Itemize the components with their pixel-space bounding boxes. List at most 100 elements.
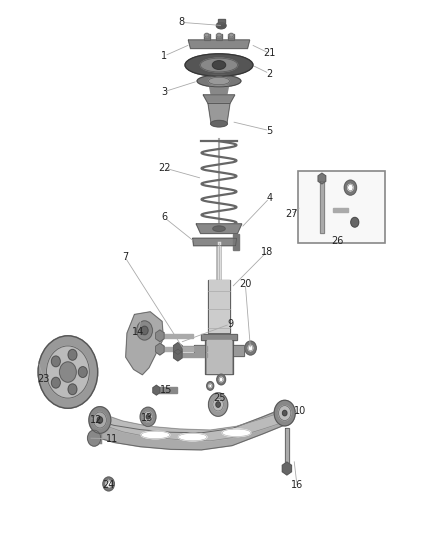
Text: 1: 1 (161, 51, 167, 61)
Polygon shape (318, 173, 326, 184)
Ellipse shape (185, 54, 253, 76)
Circle shape (283, 410, 287, 416)
Circle shape (88, 430, 101, 446)
Ellipse shape (229, 33, 233, 37)
Circle shape (216, 402, 220, 407)
Circle shape (51, 356, 60, 367)
Circle shape (97, 417, 102, 423)
Circle shape (144, 411, 152, 422)
Circle shape (146, 415, 150, 419)
Bar (216, 34, 222, 40)
Ellipse shape (200, 58, 237, 72)
Ellipse shape (212, 61, 226, 69)
Circle shape (219, 377, 223, 382)
Circle shape (207, 382, 214, 390)
Text: 14: 14 (132, 327, 144, 336)
Text: 15: 15 (160, 385, 173, 395)
Bar (218, 19, 225, 23)
Circle shape (68, 350, 77, 360)
Circle shape (68, 384, 77, 394)
Circle shape (51, 377, 60, 388)
Text: 18: 18 (261, 247, 273, 256)
Text: 27: 27 (285, 209, 297, 219)
Text: 4: 4 (266, 193, 272, 203)
Circle shape (351, 217, 359, 227)
Text: 23: 23 (38, 375, 50, 384)
Polygon shape (153, 385, 160, 395)
Circle shape (279, 406, 291, 421)
Polygon shape (126, 312, 163, 375)
Circle shape (213, 398, 223, 411)
Polygon shape (194, 345, 205, 356)
Bar (204, 34, 210, 40)
Polygon shape (208, 103, 230, 124)
Polygon shape (203, 95, 235, 103)
Polygon shape (104, 411, 284, 441)
Ellipse shape (217, 33, 221, 37)
Polygon shape (179, 346, 207, 351)
Text: 20: 20 (239, 279, 251, 288)
Text: 26: 26 (331, 236, 343, 246)
Polygon shape (188, 40, 250, 49)
Polygon shape (158, 387, 177, 393)
Polygon shape (155, 330, 164, 342)
Circle shape (208, 393, 228, 416)
Polygon shape (173, 349, 182, 361)
Bar (298, 171, 385, 243)
Ellipse shape (178, 433, 207, 441)
Circle shape (140, 407, 156, 426)
Text: 5: 5 (266, 126, 272, 135)
Text: 8: 8 (179, 18, 185, 27)
Bar (204, 34, 210, 40)
Circle shape (103, 477, 114, 491)
Circle shape (60, 362, 76, 382)
Circle shape (141, 326, 148, 335)
Ellipse shape (141, 431, 170, 439)
Circle shape (38, 336, 98, 408)
Polygon shape (164, 334, 193, 338)
Polygon shape (207, 340, 231, 374)
Ellipse shape (213, 226, 225, 231)
Text: 21: 21 (263, 49, 276, 58)
Circle shape (46, 346, 89, 398)
Text: 2: 2 (266, 69, 272, 78)
Circle shape (106, 481, 111, 487)
Bar (216, 34, 222, 40)
Polygon shape (173, 343, 182, 354)
Text: 3: 3 (161, 87, 167, 96)
Ellipse shape (211, 120, 227, 127)
Polygon shape (333, 208, 348, 212)
Circle shape (274, 400, 295, 426)
Polygon shape (283, 462, 291, 475)
Bar (228, 34, 234, 40)
Bar (218, 19, 225, 23)
Text: 6: 6 (161, 213, 167, 222)
Polygon shape (164, 347, 193, 351)
Ellipse shape (205, 33, 209, 37)
Polygon shape (208, 280, 230, 333)
Circle shape (245, 341, 256, 355)
Circle shape (344, 180, 357, 195)
Polygon shape (193, 238, 237, 246)
Text: 7: 7 (122, 252, 128, 262)
Circle shape (217, 374, 226, 385)
Text: 9: 9 (227, 319, 233, 329)
Circle shape (78, 367, 87, 377)
Text: 25: 25 (213, 393, 225, 402)
Circle shape (209, 384, 212, 387)
Ellipse shape (208, 77, 230, 85)
Ellipse shape (222, 429, 251, 437)
Bar (228, 34, 234, 40)
Text: 12: 12 (90, 415, 102, 425)
Polygon shape (233, 234, 239, 250)
Text: 24: 24 (102, 480, 115, 490)
Polygon shape (205, 340, 233, 374)
Circle shape (93, 412, 106, 428)
Ellipse shape (197, 75, 241, 87)
Ellipse shape (216, 22, 226, 29)
Text: 22: 22 (158, 163, 170, 173)
Circle shape (137, 321, 152, 340)
Circle shape (248, 345, 253, 351)
Text: 13: 13 (141, 413, 153, 423)
Polygon shape (179, 353, 207, 357)
